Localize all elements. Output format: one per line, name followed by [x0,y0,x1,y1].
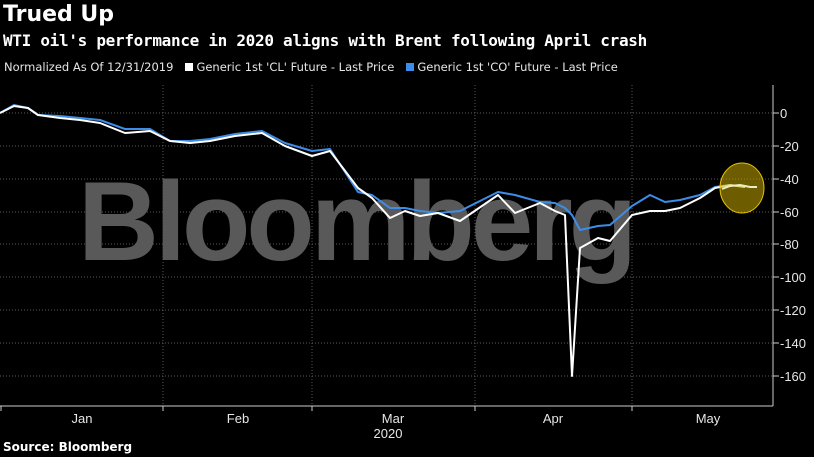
x-month-label: Apr [543,411,564,426]
legend-note: Normalized As Of 12/31/2019 [4,60,174,74]
x-year-label: 2020 [374,426,403,441]
chart-title: Trued Up [3,2,115,27]
x-axis-labels: Jan Feb Mar Apr May 2020 [72,411,721,441]
legend: Normalized As Of 12/31/2019 Generic 1st … [4,60,618,74]
legend-label-cl: Generic 1st 'CL' Future - Last Price [196,60,395,74]
x-month-label: Feb [227,411,249,426]
x-gridlines [162,85,633,406]
highlight-circle [719,162,765,214]
series-cl-line [0,105,746,377]
legend-label-co: Generic 1st 'CO' Future - Last Price [417,60,618,74]
bloomberg-watermark: Bloomberg [78,159,633,284]
y-tick-label: -100 [780,270,806,285]
legend-swatch-white [185,63,194,71]
source-note: Source: Bloomberg [3,440,133,454]
legend-item-cl: Generic 1st 'CL' Future - Last Price [185,60,394,74]
x-month-label: Jan [72,411,93,426]
x-axis-ticks [0,406,633,411]
legend-swatch-blue [406,63,415,71]
y-tick-label: -20 [780,139,799,154]
y-tick-label: -120 [780,303,806,318]
y-tick-label: -140 [780,336,806,351]
y-tick-label: 0 [780,106,787,121]
y-tick-label: -40 [780,172,799,187]
x-month-label: May [696,411,721,426]
legend-item-co: Generic 1st 'CO' Future - Last Price [406,60,618,74]
chart-subtitle: WTI oil's performance in 2020 aligns wit… [3,31,647,50]
series-co-line [0,104,746,231]
x-month-label: Mar [382,411,405,426]
y-axis-ticks [773,112,779,377]
y-tick-label: -60 [780,205,799,220]
y-tick-label: -160 [780,369,806,384]
y-axis-labels: 0 -20 -40 -60 -80 -100 -120 -140 -160 [780,106,806,384]
y-tick-label: -80 [780,237,799,252]
highlight-segment [721,183,757,190]
